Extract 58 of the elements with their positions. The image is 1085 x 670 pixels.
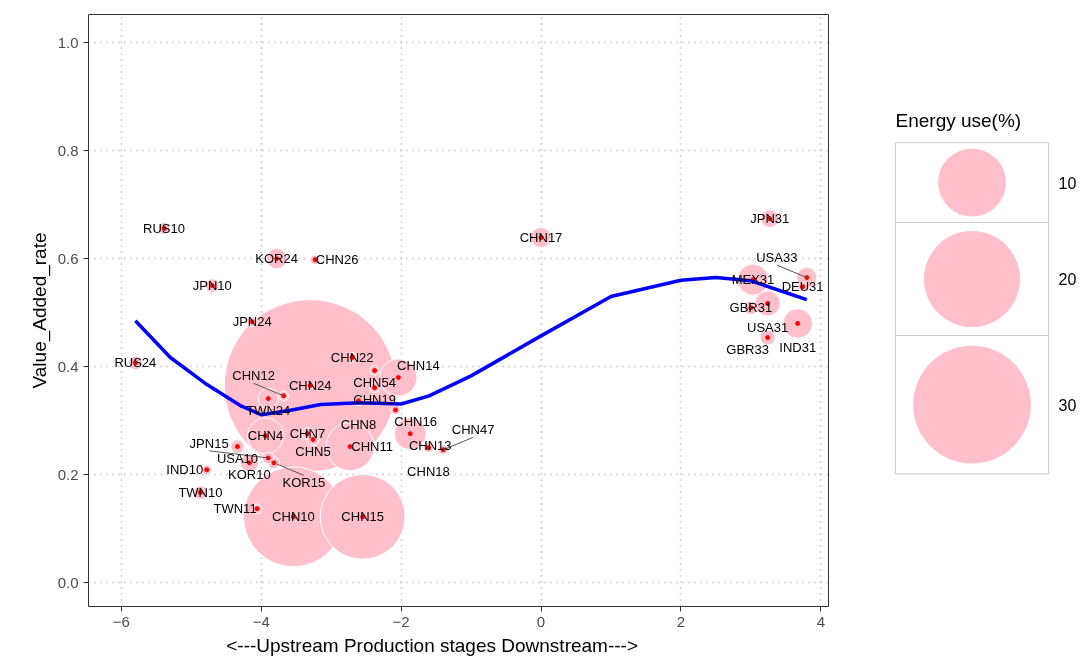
x-tick-label: −6: [112, 612, 130, 630]
annotation: RUS10: [143, 220, 186, 236]
annotation: CHN14: [397, 357, 440, 373]
annotation: CHN22: [330, 349, 374, 365]
point: [407, 431, 413, 437]
annotation: CHN47: [451, 422, 495, 438]
annotation: CHN10: [272, 509, 315, 525]
annotation: KOR10: [228, 467, 271, 483]
annotation: USA33: [756, 250, 798, 266]
annotation: KOR15: [282, 475, 326, 491]
annotation: CHN11: [351, 439, 393, 455]
legend-label: 20: [1058, 271, 1077, 289]
annotation: CHN15: [341, 509, 384, 525]
point: [795, 320, 801, 326]
annotation: RUS24: [114, 355, 157, 371]
annotation: CHN54: [353, 374, 396, 390]
legend-title: Energy use(%): [895, 110, 1022, 132]
annotation: JPN31: [750, 211, 790, 227]
annotation: USA31: [747, 319, 789, 335]
annotation: USA10: [216, 451, 259, 467]
annotation: CHN7: [289, 426, 326, 442]
x-tick-label: −2: [392, 612, 410, 630]
annotation: TWN11: [213, 501, 257, 517]
annotation: JPN10: [192, 278, 232, 294]
annotation: CHN18: [407, 464, 450, 480]
annotation: TWN10: [178, 485, 223, 501]
annotation: CHN26: [315, 252, 359, 268]
y-tick-label: 1.0: [57, 33, 79, 51]
annotation: DEU31: [781, 279, 824, 295]
legend-label: 30: [1058, 396, 1077, 414]
annotation: CHN13: [408, 438, 452, 454]
annotation: IND31: [779, 339, 817, 355]
x-tick-label: 4: [816, 612, 825, 630]
annotation: CHN5: [295, 444, 331, 460]
x-tick-label: 2: [676, 612, 686, 630]
annotation: GBR31: [729, 300, 773, 316]
annotation: CHN8: [340, 417, 377, 433]
point: [395, 374, 401, 380]
y-axis-title: Value_Added_rate: [28, 232, 51, 389]
annotation: JPN15: [189, 435, 229, 451]
y-tick-label: 0.4: [57, 357, 79, 375]
annotation: CHN4: [247, 428, 284, 444]
legend-label: 10: [1058, 174, 1077, 192]
annotation: JPN24: [232, 314, 272, 330]
annotation: KOR24: [255, 251, 298, 267]
annotation: CHN17: [519, 230, 563, 246]
annotation: CHN24: [288, 378, 332, 394]
annotation: CHN12: [232, 368, 275, 384]
y-tick-label: 0.6: [57, 249, 79, 267]
annotation: IND10: [166, 462, 204, 478]
y-tick-label: 0.8: [57, 141, 79, 159]
x-axis-title: <---Upstream Production stages Downstream--->: [226, 634, 639, 656]
annotation: CHN16: [394, 414, 437, 430]
y-tick-label: 0.0: [57, 573, 79, 591]
x-tick-label: 0: [536, 612, 546, 630]
annotation: GBR33: [726, 342, 769, 358]
y-tick-label: 0.2: [57, 465, 79, 483]
x-tick-label: −4: [252, 612, 270, 630]
